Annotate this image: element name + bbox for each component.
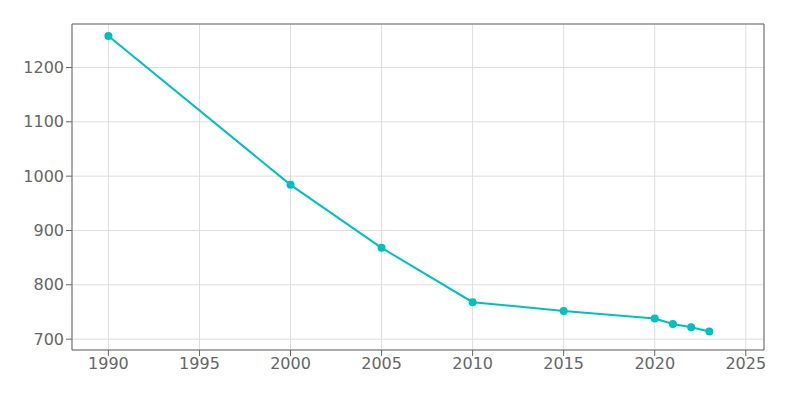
svg-text:900: 900 (33, 221, 64, 240)
svg-text:2015: 2015 (543, 354, 584, 373)
svg-text:700: 700 (33, 330, 64, 349)
svg-text:2010: 2010 (452, 354, 493, 373)
svg-text:1100: 1100 (23, 112, 64, 131)
svg-text:1000: 1000 (23, 167, 64, 186)
svg-text:800: 800 (33, 275, 64, 294)
svg-text:1200: 1200 (23, 58, 64, 77)
svg-text:1990: 1990 (88, 354, 129, 373)
svg-text:2025: 2025 (725, 354, 766, 373)
svg-text:2020: 2020 (634, 354, 675, 373)
svg-text:1995: 1995 (179, 354, 220, 373)
svg-text:2000: 2000 (270, 354, 311, 373)
svg-text:2005: 2005 (361, 354, 402, 373)
